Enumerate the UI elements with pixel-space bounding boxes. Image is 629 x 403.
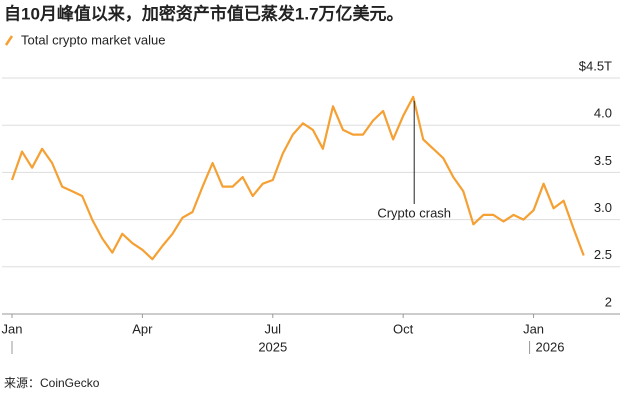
x-tick-label: Oct [393, 321, 414, 336]
annotation: Crypto crash [377, 205, 451, 220]
y-tick-label: $4.5T [579, 58, 612, 73]
legend-label: Total crypto market value [21, 32, 166, 47]
year-label: 2026 [536, 339, 565, 354]
x-tick-label: Jan [523, 321, 544, 336]
y-tick-label: 2.5 [594, 247, 612, 262]
year-label: 2025 [258, 339, 287, 354]
y-tick-label: 2 [605, 294, 612, 309]
y-tick-label: 3.5 [594, 153, 612, 168]
x-tick-label: Jan [2, 321, 23, 336]
y-tick-label: 3.0 [594, 200, 612, 215]
y-tick-label: 4.0 [594, 106, 612, 121]
legend-swatch [4, 35, 14, 46]
chart-title: 自10月峰值以来，加密资产市值已蒸发1.7万亿美元。 [4, 3, 404, 23]
line-series [10, 95, 585, 261]
x-tick-label: Apr [132, 321, 153, 336]
x-tick-label: Jul [264, 321, 281, 336]
source: 来源：CoinGecko [4, 376, 100, 390]
